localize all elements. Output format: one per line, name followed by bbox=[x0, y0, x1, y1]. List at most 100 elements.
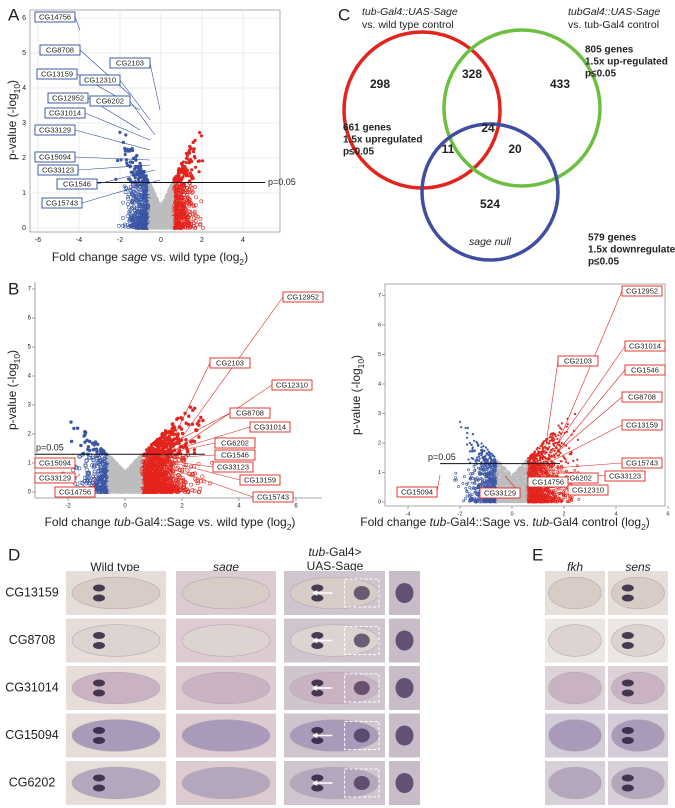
plot-dot bbox=[197, 170, 201, 174]
plot-dot bbox=[198, 131, 202, 135]
x-tick-label: 4 bbox=[241, 237, 245, 244]
plot-dot bbox=[123, 224, 128, 229]
plot-dot bbox=[121, 216, 125, 220]
plot-dot bbox=[150, 203, 154, 207]
plot-dot bbox=[125, 214, 130, 219]
plot-dot bbox=[151, 191, 156, 195]
plot-dot bbox=[193, 156, 197, 160]
gene-label: CG12310 bbox=[84, 75, 116, 84]
y-tick-label: 1 bbox=[22, 190, 26, 197]
plot-dot bbox=[142, 175, 147, 179]
gene-label: CG6202 bbox=[96, 96, 124, 105]
plot-dot bbox=[187, 151, 192, 155]
gene-label: CG31014 bbox=[49, 108, 81, 117]
plot-dot bbox=[179, 416, 183, 420]
plot-dot bbox=[171, 428, 176, 433]
y-tick-label: 3 bbox=[22, 120, 26, 127]
plot-dot bbox=[185, 192, 190, 197]
plot-dot bbox=[138, 161, 142, 165]
plot-dot bbox=[184, 438, 188, 442]
plot-dot bbox=[179, 176, 183, 180]
plot-dot bbox=[191, 140, 195, 144]
gene-label: CG1546 bbox=[63, 179, 91, 188]
y-tick-label: 6 bbox=[22, 15, 26, 22]
plot-dot bbox=[188, 144, 192, 148]
plot-dot bbox=[75, 426, 80, 430]
plot-dot bbox=[183, 171, 187, 175]
plot-dot bbox=[178, 170, 182, 174]
panel-label: A bbox=[8, 5, 20, 24]
plot-dot bbox=[190, 168, 194, 172]
plot-dot bbox=[170, 183, 174, 187]
plot-dot bbox=[161, 221, 165, 225]
plot-dot bbox=[184, 160, 188, 165]
panel-label: B bbox=[8, 279, 19, 298]
plot-dot bbox=[79, 443, 83, 448]
plot-dot bbox=[184, 156, 189, 160]
plot-dot bbox=[90, 441, 95, 445]
plot-dot bbox=[171, 196, 175, 200]
plot-dot bbox=[111, 477, 115, 481]
plot-dot bbox=[135, 153, 139, 158]
gene-label: CG14756 bbox=[39, 12, 71, 21]
plot-dot bbox=[171, 422, 175, 426]
plot-dot bbox=[192, 448, 197, 452]
gene-label: CG33123 bbox=[42, 165, 74, 174]
plot-dot bbox=[172, 177, 176, 181]
gene-label: CG13159 bbox=[41, 69, 73, 78]
plot-dot bbox=[197, 159, 201, 163]
plot-dot bbox=[100, 448, 104, 452]
plot-dot bbox=[115, 158, 120, 163]
plot-dot bbox=[86, 447, 90, 452]
plot-dot bbox=[192, 439, 197, 444]
plot-dot bbox=[164, 194, 169, 198]
plot-dot bbox=[192, 147, 196, 151]
gene-label: CG8708 bbox=[46, 45, 74, 54]
y-tick-label: 5 bbox=[22, 50, 26, 57]
plot-dot bbox=[115, 461, 119, 466]
plot-dot bbox=[69, 420, 73, 424]
plot-dot bbox=[137, 175, 141, 179]
plot-dot bbox=[72, 426, 76, 431]
plot-dot bbox=[187, 148, 191, 153]
plot-dot bbox=[148, 199, 153, 203]
label-part: vs. wild type (log bbox=[147, 250, 239, 264]
plot-dot bbox=[138, 165, 142, 169]
y-tick-label: 0 bbox=[22, 225, 26, 232]
plot-dot bbox=[161, 204, 165, 208]
plot-dot bbox=[191, 150, 196, 154]
gene-label: CG2103 bbox=[116, 58, 144, 67]
plot-dot bbox=[149, 223, 153, 227]
label-part: ) bbox=[244, 250, 248, 264]
y-tick-label: 4 bbox=[22, 85, 26, 92]
plot-dot bbox=[195, 422, 200, 426]
plot-dot bbox=[157, 211, 161, 215]
plot-dot bbox=[199, 134, 204, 138]
plot-dot bbox=[167, 221, 171, 225]
x-tick-label: 2 bbox=[200, 237, 204, 244]
plot-dot bbox=[155, 215, 159, 219]
plot-dot bbox=[187, 158, 191, 162]
plot-dot bbox=[200, 159, 205, 163]
plot-dot bbox=[170, 220, 174, 224]
plot-dot bbox=[198, 221, 203, 226]
x-tick-label: 0 bbox=[159, 237, 163, 244]
plot-dot bbox=[193, 165, 198, 169]
plot-dot bbox=[179, 162, 183, 166]
plot-dot bbox=[117, 223, 121, 228]
plot-dot bbox=[201, 418, 205, 423]
plot-dot bbox=[184, 185, 189, 190]
dot-cloud bbox=[114, 130, 205, 230]
plot-dot bbox=[125, 161, 129, 165]
plot-dot bbox=[168, 214, 172, 218]
label-part: Fold change bbox=[52, 250, 121, 264]
gene-label: CG15094 bbox=[39, 152, 71, 161]
plot-dot bbox=[187, 414, 191, 418]
x-tick-label: -4 bbox=[76, 237, 82, 244]
label-part: 10 bbox=[12, 84, 22, 94]
plot-dot bbox=[184, 151, 188, 155]
plot-dot bbox=[148, 213, 152, 217]
plot-dot bbox=[91, 448, 95, 452]
plot-dot bbox=[199, 415, 203, 420]
plot-dot bbox=[151, 214, 156, 218]
